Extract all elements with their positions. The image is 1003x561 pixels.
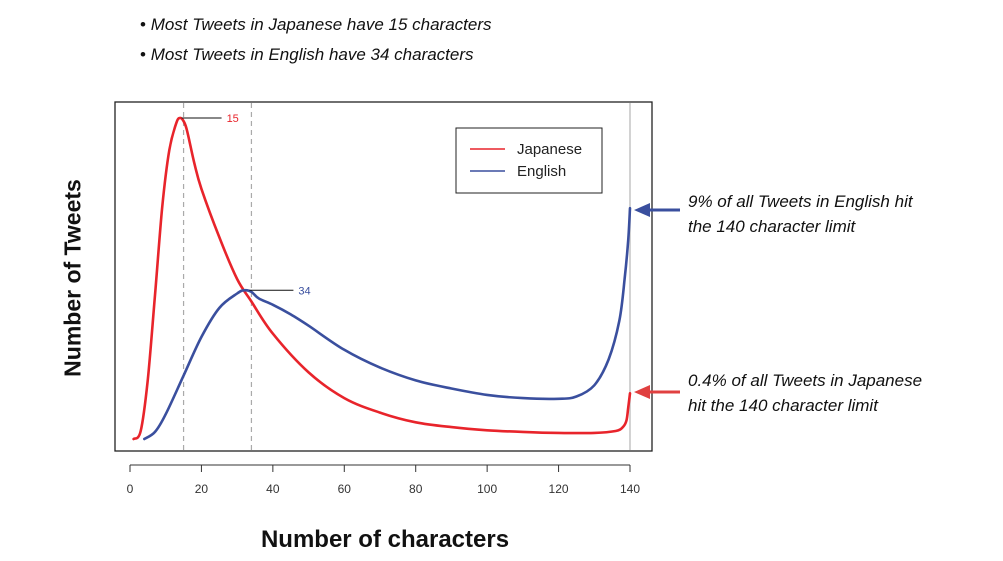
note-japanese: Most Tweets in Japanese have 15 characte… <box>140 10 492 40</box>
note-english: Most Tweets in English have 34 character… <box>140 40 492 70</box>
series-line-japanese <box>132 116 632 441</box>
annotation-japanese-line-2: hit the 140 character limit <box>688 396 878 415</box>
series-line-english <box>143 206 632 441</box>
annotation-japanese-line-1: 0.4% of all Tweets in Japanese <box>688 371 923 390</box>
arrow-english-head <box>634 203 650 217</box>
x-tick-label-100: 100 <box>477 482 497 496</box>
notes-list: Most Tweets in Japanese have 15 characte… <box>140 10 492 70</box>
legend-label-japanese: Japanese <box>517 141 582 158</box>
x-tick-label-40: 40 <box>266 482 280 496</box>
annotation-japanese: 0.4% of all Tweets in Japanese hit the 1… <box>688 368 922 418</box>
annotation-english: 9% of all Tweets in English hit the 140 … <box>688 189 913 239</box>
x-tick-label-120: 120 <box>549 482 569 496</box>
x-tick-label-60: 60 <box>338 482 352 496</box>
x-tick-label-20: 20 <box>195 482 209 496</box>
x-tick-label-0: 0 <box>127 482 134 496</box>
annotation-english-line-1: 9% of all Tweets in English hit <box>688 192 913 211</box>
arrow-japanese-head <box>634 385 650 399</box>
peak-label-34: 34 <box>298 285 310 297</box>
legend-label-english: English <box>517 163 566 180</box>
x-tick-label-140: 140 <box>620 482 640 496</box>
plot-frame <box>114 101 653 452</box>
x-tick-label-80: 80 <box>409 482 423 496</box>
x-axis-label: Number of characters <box>260 526 510 553</box>
legend-box <box>455 127 603 194</box>
peak-label-15: 15 <box>227 113 239 125</box>
annotation-english-line-2: the 140 character limit <box>688 217 856 236</box>
